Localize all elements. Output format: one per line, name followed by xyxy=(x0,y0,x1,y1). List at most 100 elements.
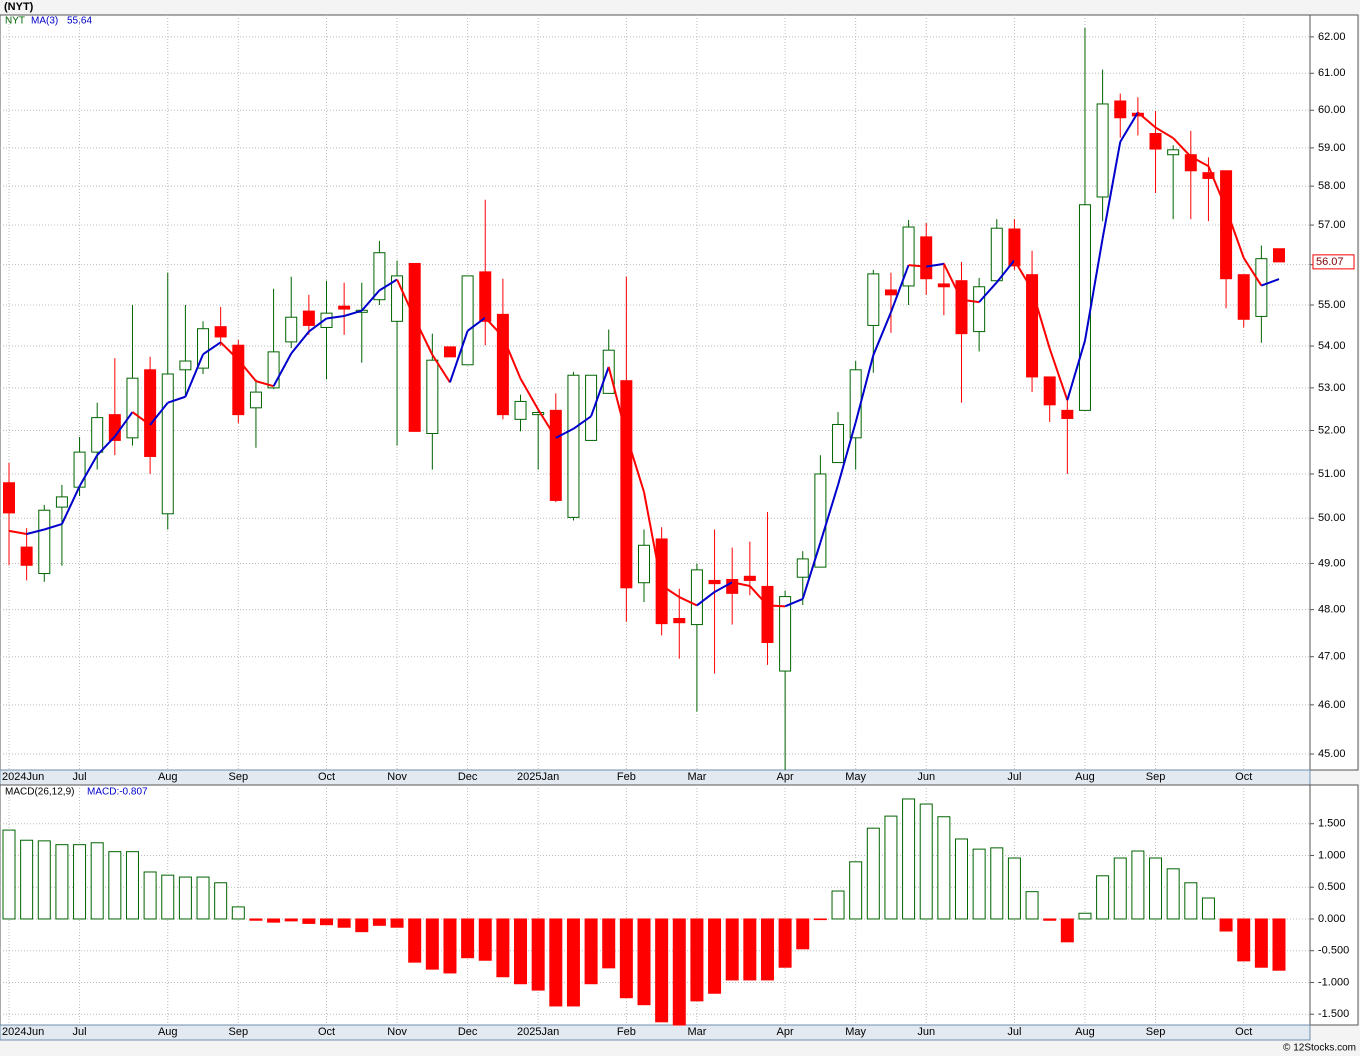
macd-panel xyxy=(0,784,1311,1026)
candle-body xyxy=(1273,248,1285,263)
candle-body xyxy=(126,377,139,439)
macd-bar xyxy=(672,918,686,1026)
x-tick-label: Oct xyxy=(318,1026,335,1038)
x-tick-label: Apr xyxy=(777,1026,794,1038)
candle-body xyxy=(179,360,192,371)
ma-line xyxy=(1137,111,1157,129)
macd-bar xyxy=(937,816,951,920)
y-tick-label: 58.00 xyxy=(1318,180,1346,192)
macd-bar xyxy=(214,882,228,920)
macd-bar xyxy=(1201,897,1215,920)
x-tick-label: Aug xyxy=(158,771,178,783)
ma-line xyxy=(749,585,769,607)
ma-line xyxy=(378,278,398,292)
ma-line xyxy=(413,318,434,356)
x-axis-strip xyxy=(0,769,1311,786)
candle-body xyxy=(514,400,527,420)
x-tick-label: Feb xyxy=(617,1026,636,1038)
candle-body xyxy=(91,417,104,453)
candle-body xyxy=(620,380,633,589)
macd-bar xyxy=(514,918,528,985)
ma-line xyxy=(661,584,680,598)
macd-bar xyxy=(125,851,139,920)
candle-body xyxy=(479,271,492,322)
y-tick-label: 60.00 xyxy=(1318,104,1346,116)
macd-bar xyxy=(478,918,492,961)
candle-body xyxy=(232,344,245,416)
candle-body xyxy=(73,451,86,488)
ma-line xyxy=(714,581,733,593)
legend-ma-value: 55.64 xyxy=(67,16,92,27)
x-tick-label: Sep xyxy=(1146,771,1166,783)
candle-body xyxy=(796,558,809,578)
y-tick-label: -1.500 xyxy=(1318,1008,1349,1020)
x-tick-label: Dec xyxy=(458,771,478,783)
macd-bar xyxy=(708,918,722,994)
macd-bar xyxy=(955,838,968,920)
ma-line xyxy=(202,341,222,356)
macd-bar xyxy=(37,840,51,920)
candle-body xyxy=(285,316,298,343)
ma-line xyxy=(837,422,857,486)
ma-line xyxy=(978,281,998,303)
candle-body xyxy=(690,569,703,626)
macd-bar xyxy=(196,876,210,920)
y-tick-label: 1.500 xyxy=(1318,818,1346,830)
x-tick-label: Sep xyxy=(1146,1026,1166,1038)
macd-bar xyxy=(1007,857,1021,920)
y-tick-label: -0.500 xyxy=(1318,945,1349,957)
ma-line xyxy=(731,581,751,587)
y-tick-label: 0.000 xyxy=(1318,913,1346,925)
ma-line xyxy=(1190,155,1209,168)
macd-bar xyxy=(1043,918,1057,921)
ma-line xyxy=(343,309,363,317)
x-tick-label: Oct xyxy=(1235,771,1252,783)
candle-body xyxy=(567,374,580,518)
y-tick-label: 51.00 xyxy=(1318,468,1346,480)
last-price-label: 56.07 xyxy=(1316,256,1344,268)
candle-body xyxy=(902,226,915,287)
candle-body xyxy=(1114,100,1127,119)
ma-line xyxy=(96,435,116,456)
candle-body xyxy=(1061,409,1074,419)
x-tick-label: Nov xyxy=(387,1026,407,1038)
y-tick-label: 53.00 xyxy=(1318,382,1346,394)
candle-body xyxy=(214,326,227,338)
y-tick-label: 52.00 xyxy=(1318,424,1346,436)
ma-line xyxy=(1101,141,1122,239)
ma-line xyxy=(995,259,1016,283)
y-tick-label: 50.00 xyxy=(1318,512,1346,524)
x-tick-label: Mar xyxy=(687,771,706,783)
macd-bar xyxy=(355,918,369,933)
y-tick-label: 61.00 xyxy=(1318,67,1346,79)
macd-bar xyxy=(337,918,351,928)
macd-bar xyxy=(231,906,245,920)
ma-line xyxy=(961,298,980,304)
macd-bar xyxy=(1149,857,1163,920)
x-tick-label: Dec xyxy=(458,1026,478,1038)
ma-line xyxy=(854,354,875,423)
macd-bar xyxy=(1113,857,1127,920)
macd-bar xyxy=(161,874,175,920)
ma-line xyxy=(501,336,522,379)
macd-bar xyxy=(796,918,810,950)
macd-bar xyxy=(1131,850,1145,920)
ma-line xyxy=(131,411,151,426)
ma-line xyxy=(1066,340,1086,401)
ma-line xyxy=(555,427,574,439)
y-tick-label: 0.500 xyxy=(1318,881,1346,893)
candle-body xyxy=(779,596,792,672)
y-tick-label: 57.00 xyxy=(1318,219,1346,231)
macd-bar xyxy=(55,844,69,920)
legend-symbol: NYT xyxy=(5,16,25,27)
x-tick-label: Jun xyxy=(917,771,935,783)
candle-body xyxy=(1096,103,1109,198)
y-tick-label: 47.00 xyxy=(1318,651,1346,663)
macd-bar xyxy=(1060,918,1074,943)
ma-line xyxy=(1225,208,1245,259)
macd-bar xyxy=(143,871,157,920)
candle-body xyxy=(197,328,210,369)
ma-line xyxy=(926,262,945,268)
macd-bar xyxy=(902,798,916,920)
